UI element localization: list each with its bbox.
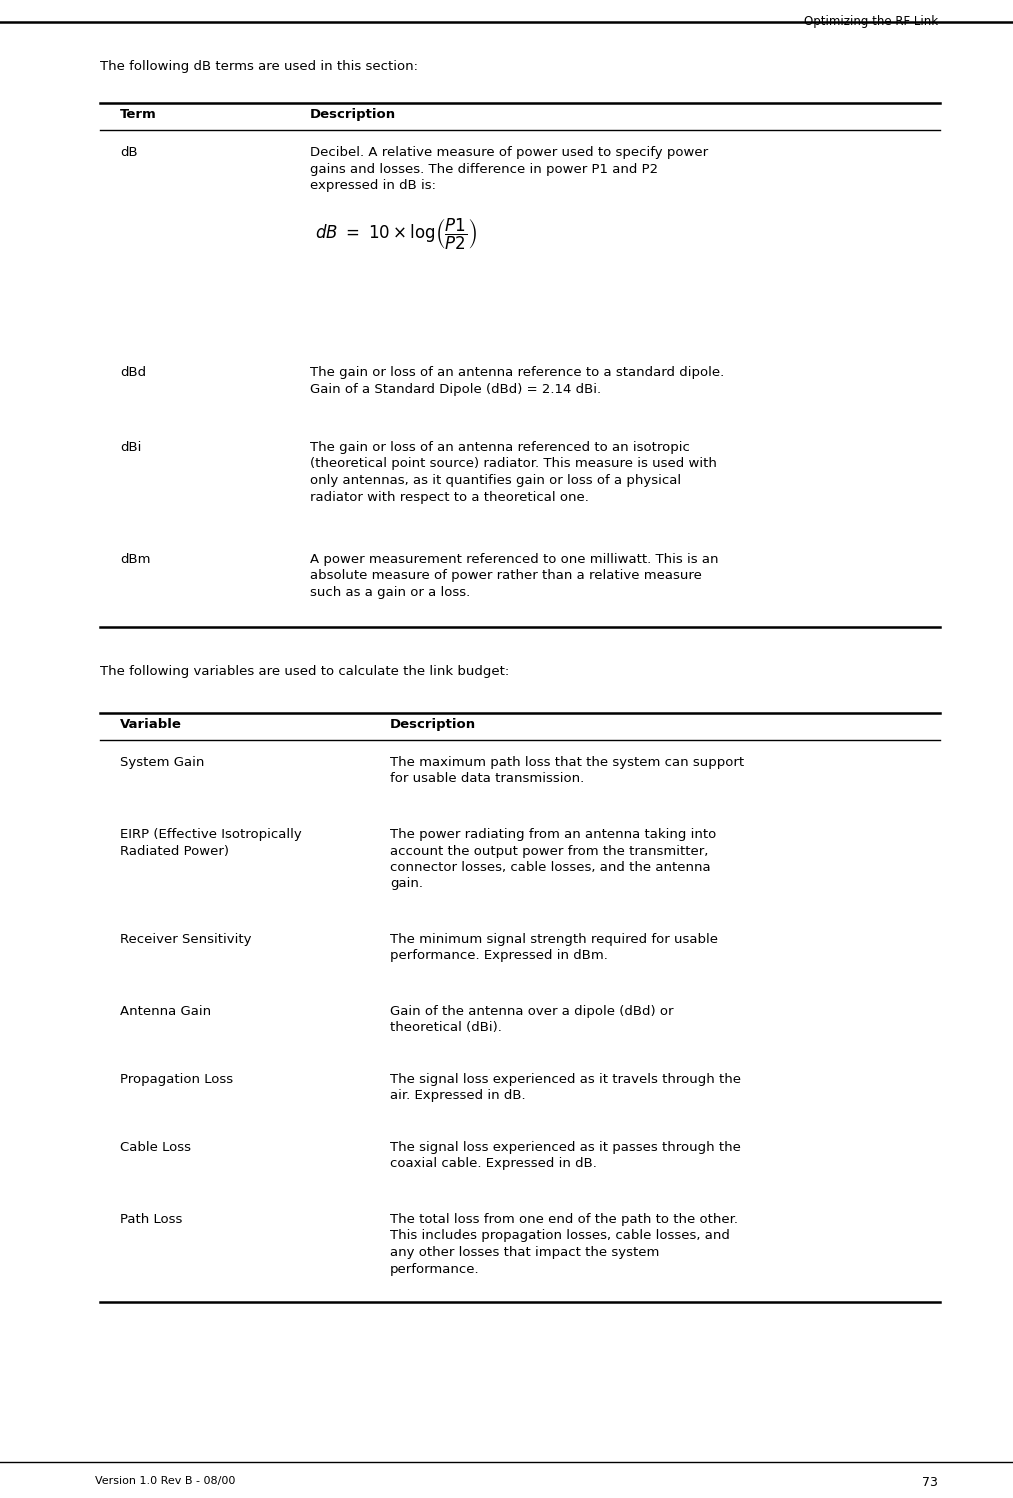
Text: Receiver Sensitivity: Receiver Sensitivity xyxy=(120,933,251,947)
Text: The gain or loss of an antenna referenced to an isotropic
(theoretical point sou: The gain or loss of an antenna reference… xyxy=(310,440,717,503)
Text: 73: 73 xyxy=(922,1476,938,1489)
Text: A power measurement referenced to one milliwatt. This is an
absolute measure of : A power measurement referenced to one mi… xyxy=(310,553,718,599)
Text: Description: Description xyxy=(310,108,396,121)
Text: The power radiating from an antenna taking into
account the output power from th: The power radiating from an antenna taki… xyxy=(390,828,716,890)
Text: Term: Term xyxy=(120,108,157,121)
Text: The signal loss experienced as it travels through the
air. Expressed in dB.: The signal loss experienced as it travel… xyxy=(390,1073,741,1103)
Text: dBd: dBd xyxy=(120,366,146,379)
Text: Path Loss: Path Loss xyxy=(120,1213,182,1225)
Text: dBm: dBm xyxy=(120,553,151,566)
Text: The following dB terms are used in this section:: The following dB terms are used in this … xyxy=(100,60,418,73)
Text: The following variables are used to calculate the link budget:: The following variables are used to calc… xyxy=(100,665,510,679)
Text: Optimizing the RF Link: Optimizing the RF Link xyxy=(804,15,938,28)
Text: Version 1.0 Rev B - 08/00: Version 1.0 Rev B - 08/00 xyxy=(95,1476,235,1486)
Text: System Gain: System Gain xyxy=(120,756,205,768)
Text: The maximum path loss that the system can support
for usable data transmission.: The maximum path loss that the system ca… xyxy=(390,756,745,785)
Text: Decibel. A relative measure of power used to specify power
gains and losses. The: Decibel. A relative measure of power use… xyxy=(310,145,708,192)
Text: The minimum signal strength required for usable
performance. Expressed in dBm.: The minimum signal strength required for… xyxy=(390,933,718,963)
Text: Description: Description xyxy=(390,718,476,731)
Text: Antenna Gain: Antenna Gain xyxy=(120,1005,211,1019)
Text: $\mathit{dB}\ =\ 10 \times \log\!\left(\dfrac{P1}{P2}\right)$: $\mathit{dB}\ =\ 10 \times \log\!\left(\… xyxy=(315,217,477,252)
Text: Cable Loss: Cable Loss xyxy=(120,1141,191,1153)
Text: Variable: Variable xyxy=(120,718,182,731)
Text: dB: dB xyxy=(120,145,138,159)
Text: The gain or loss of an antenna reference to a standard dipole.
Gain of a Standar: The gain or loss of an antenna reference… xyxy=(310,366,724,395)
Text: EIRP (Effective Isotropically
Radiated Power): EIRP (Effective Isotropically Radiated P… xyxy=(120,828,302,857)
Text: The total loss from one end of the path to the other.
This includes propagation : The total loss from one end of the path … xyxy=(390,1213,738,1275)
Text: Gain of the antenna over a dipole (dBd) or
theoretical (dBi).: Gain of the antenna over a dipole (dBd) … xyxy=(390,1005,674,1035)
Text: Propagation Loss: Propagation Loss xyxy=(120,1073,233,1086)
Text: dBi: dBi xyxy=(120,440,142,454)
Text: The signal loss experienced as it passes through the
coaxial cable. Expressed in: The signal loss experienced as it passes… xyxy=(390,1141,741,1170)
